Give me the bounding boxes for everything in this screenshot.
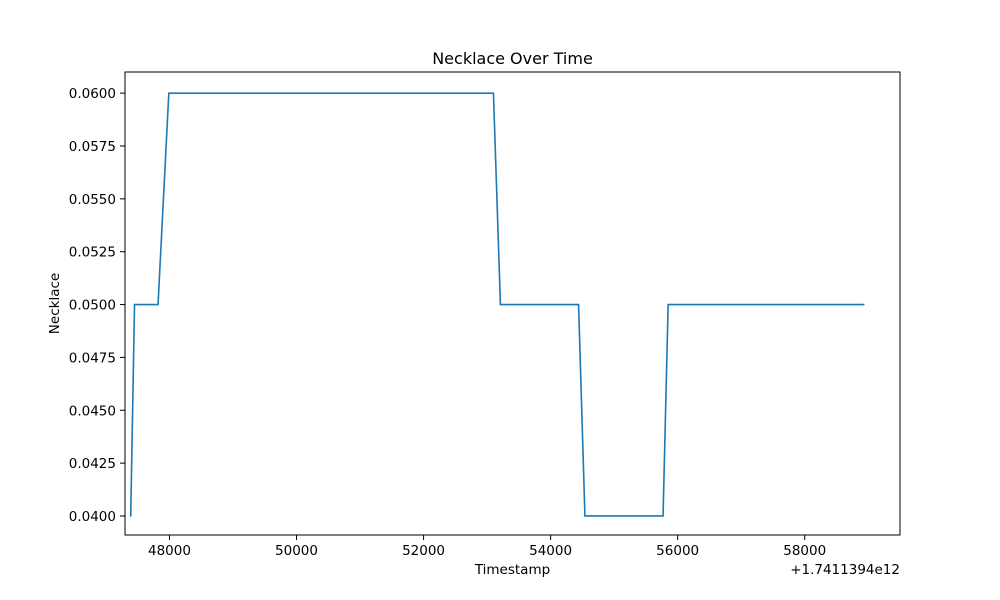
x-tick-label: 54000	[529, 543, 572, 559]
y-tick-label: 0.0550	[69, 192, 116, 208]
x-tick-label: 58000	[783, 543, 826, 559]
y-tick-label: 0.0475	[69, 350, 116, 366]
y-tick-label: 0.0600	[69, 86, 116, 102]
data-point	[499, 303, 502, 306]
data-point	[662, 515, 664, 517]
data-point	[667, 303, 669, 306]
x-tick-label: 52000	[402, 543, 445, 559]
x-tick-label: 48000	[148, 543, 191, 559]
axes-layer: 48000 50000 52000 54000 56000 58000 0.0400 0.04…	[69, 86, 826, 559]
y-tick-label: 0.0400	[69, 509, 116, 525]
plot-frame	[124, 71, 901, 536]
plot-layer	[129, 92, 865, 517]
chart-title: Necklace Over Time	[432, 49, 593, 68]
y-tick-label: 0.0575	[69, 139, 116, 155]
x-axis-title: Timestamp	[474, 562, 550, 578]
y-tick-label: 0.0525	[69, 245, 116, 261]
data-point	[157, 303, 159, 306]
x-axis-offset-label: +1.7411394e12	[790, 562, 900, 578]
data-point	[584, 515, 586, 517]
data-point	[129, 515, 132, 517]
data-point	[168, 92, 170, 94]
data-point	[862, 303, 865, 306]
y-tick-label: 0.0450	[69, 403, 116, 419]
data-point	[133, 303, 136, 306]
data-point	[492, 92, 495, 94]
y-tick-label: 0.0425	[69, 456, 116, 472]
x-tick-label: 56000	[656, 543, 699, 559]
data-point	[577, 303, 580, 306]
x-tick-label: 50000	[275, 543, 318, 559]
y-axis-title: Necklace	[47, 273, 63, 334]
y-tick-label: 0.0500	[69, 298, 116, 314]
